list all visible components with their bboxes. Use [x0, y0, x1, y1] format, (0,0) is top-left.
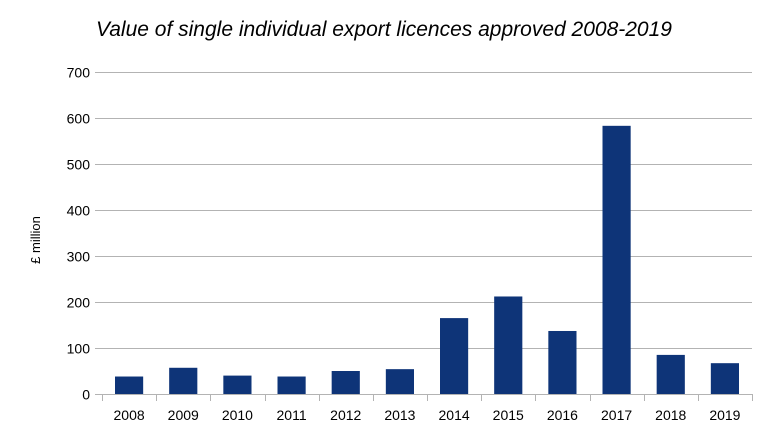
bar: [548, 330, 577, 394]
x-tick-labels: 2008 2009 2010 2011 2012 2013 2014 2015 2016 2017…: [114, 407, 741, 423]
bar: [440, 318, 469, 394]
chart-title: Value of single individual export licenc…: [96, 18, 672, 41]
x-tick-label: 2017: [601, 407, 632, 423]
axes: [95, 394, 753, 401]
bar: [331, 371, 360, 394]
y-tick-label: 300: [67, 249, 91, 265]
x-tick-label: 2019: [709, 407, 740, 423]
y-tick-labels: 0 100 200 300 400 500 600 700: [67, 65, 91, 403]
bar: [385, 369, 414, 394]
x-tick-label: 2018: [655, 407, 686, 423]
y-tick-label: 0: [82, 387, 90, 403]
bar: [223, 375, 252, 394]
x-tick-label: 2011: [277, 407, 307, 423]
x-tick-label: 2012: [330, 407, 361, 423]
x-tick-label: 2010: [222, 407, 253, 423]
y-tick-label: 100: [67, 341, 91, 357]
bar: [277, 376, 306, 394]
y-tick-label: 200: [67, 295, 91, 311]
y-axis-title: £ million: [28, 216, 43, 264]
bar: [494, 296, 523, 394]
y-tick-label: 700: [67, 65, 91, 81]
x-tick-label: 2016: [547, 407, 578, 423]
bar: [115, 376, 144, 394]
x-tick-label: 2014: [439, 407, 470, 423]
bars: [115, 125, 739, 394]
gridlines: [95, 72, 752, 349]
x-tick-label: 2015: [493, 407, 524, 423]
y-tick-label: 600: [67, 111, 91, 127]
bar: [602, 125, 631, 394]
x-tick-label: 2013: [384, 407, 415, 423]
bar: [656, 354, 685, 394]
bar: [710, 363, 739, 394]
x-tick-label: 2008: [114, 407, 145, 423]
y-tick-label: 500: [67, 157, 91, 173]
x-tick-label: 2009: [168, 407, 199, 423]
y-tick-label: 400: [67, 203, 91, 219]
bar: [169, 367, 198, 394]
